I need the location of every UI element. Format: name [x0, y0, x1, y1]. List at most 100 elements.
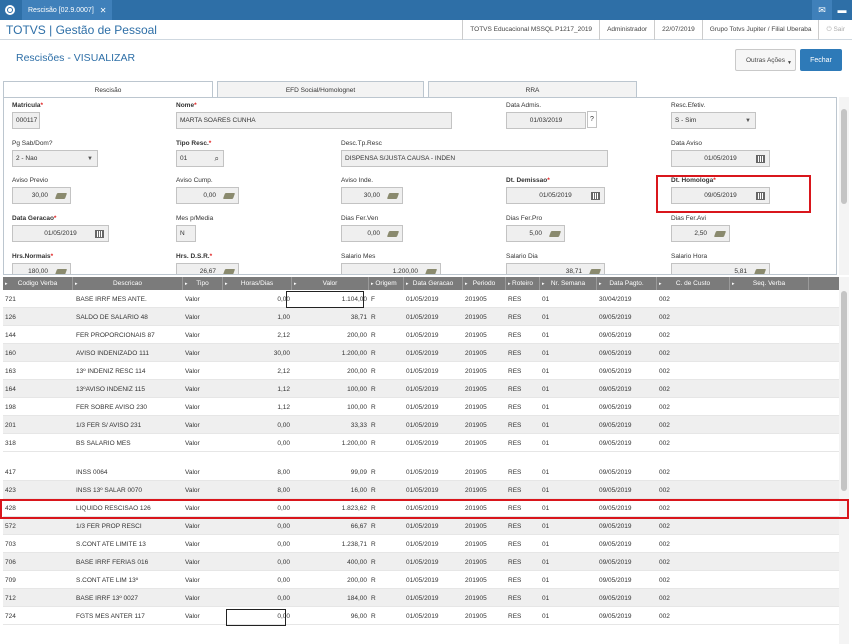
resc-efetiv-select[interactable]: S - Sim ▼: [671, 112, 756, 129]
calculator-icon[interactable]: [753, 268, 767, 274]
nome-input[interactable]: MARTA SOARES CUNHA: [176, 112, 452, 129]
calculator-icon[interactable]: [386, 230, 400, 237]
tab-efd-social[interactable]: EFD Social/Homolognet: [217, 81, 424, 98]
table-row[interactable]: 318 BS SALARIO MES Valor 0,00 1.200,00 R 01/05…: [3, 434, 839, 452]
table-row[interactable]: 160 AVISO INDENIZADO 111 Valor 30,00 1.200,0…: [3, 344, 839, 362]
totvs-logo-icon[interactable]: [0, 0, 20, 20]
calculator-icon[interactable]: [54, 192, 68, 199]
search-icon[interactable]: ⌕: [214, 153, 219, 163]
table-row[interactable]: 201 1/3 FER S/ AVISO 231 Valor 0,00 33,33 R 01…: [3, 416, 839, 434]
hrs-dsr-input[interactable]: 26,67: [176, 263, 239, 274]
salario-mes-input[interactable]: 1.200,00: [341, 263, 441, 274]
salario-dia-input[interactable]: 38,71: [506, 263, 605, 274]
close-button[interactable]: Fechar: [800, 49, 842, 71]
column-header-origem[interactable]: Origem: [369, 277, 404, 290]
table-row[interactable]: 163 13º INDENIZ RESC 114 Valor 2,12 200,00 R 0…: [3, 362, 839, 380]
table-row[interactable]: 709 S.CONT ATE LIM 13º Valor 0,00 200,00 R 01/…: [3, 571, 839, 589]
other-actions-button[interactable]: Outras Ações ▼: [735, 49, 796, 71]
calendar-icon[interactable]: [591, 191, 600, 200]
table-row[interactable]: 417 INSS 0064 Valor 8,00 99,09 R 01/05/2019 201…: [3, 463, 839, 481]
aviso-cump-input[interactable]: 0,00: [176, 187, 239, 204]
dias-fer-pro-input[interactable]: 5,00: [506, 225, 565, 242]
salario-hora-input[interactable]: 5,81: [671, 263, 770, 274]
table-row[interactable]: 712 BASE IRRF 13º 0027 Valor 0,00 184,00 R 01/…: [3, 589, 839, 607]
table-row[interactable]: 706 BASE IRRF FERIAS 016 Valor 0,00 400,00 R 0…: [3, 553, 839, 571]
data-geracao-input[interactable]: 01/05/2019: [12, 225, 109, 242]
grid-scrollbar[interactable]: [839, 277, 849, 644]
cell-tipo: Valor: [185, 486, 200, 494]
calculator-icon[interactable]: [222, 192, 236, 199]
table-row[interactable]: 144 FER PROPORCIONAIS 87 Valor 2,12 200,00 R 0…: [3, 326, 839, 344]
help-icon[interactable]: ?: [587, 111, 597, 128]
cell-tipo: Valor: [185, 295, 200, 303]
table-row[interactable]: 164 13ºAVISO INDENIZ 115 Valor 1,12 100,00 R 0…: [3, 380, 839, 398]
data-aviso-input[interactable]: 01/05/2019: [671, 150, 770, 167]
calendar-icon[interactable]: [756, 154, 765, 163]
close-tab-icon[interactable]: ✕: [99, 5, 107, 15]
column-header-semana[interactable]: Nr. Semana: [540, 277, 597, 290]
dt-homologa-input[interactable]: 09/05/2019: [671, 187, 770, 204]
form-scrollbar[interactable]: [839, 97, 849, 275]
column-header-periodo[interactable]: Periodo: [463, 277, 506, 290]
pg-sab-dom-select[interactable]: 2 - Nao ▼: [12, 150, 98, 167]
table-row[interactable]: 721 BASE IRRF MES ANTE. Valor 0,00 1.104,00 F…: [3, 290, 839, 308]
column-header-seq[interactable]: Seq. Verba: [730, 277, 809, 290]
branch-label[interactable]: Grupo Totvs Jupiter / Filial Uberaba: [701, 19, 819, 40]
page-title: Rescisões - VISUALIZAR: [16, 52, 136, 64]
column-header-descricao[interactable]: Descricao: [73, 277, 183, 290]
aviso-previo-input[interactable]: 30,00: [12, 187, 71, 204]
column-header-codigo[interactable]: Codigo Verba: [3, 277, 73, 290]
calculator-icon[interactable]: [424, 268, 438, 274]
data-admis-input[interactable]: 01/03/2019: [506, 112, 586, 129]
table-row[interactable]: 198 FER SOBRE AVISO 230 Valor 1,12 100,00 R 01…: [3, 398, 839, 416]
column-header-valor[interactable]: Valor: [292, 277, 369, 290]
calculator-icon[interactable]: [548, 230, 562, 237]
dt-demissao-input[interactable]: 01/05/2019: [506, 187, 605, 204]
user-label[interactable]: Administrador: [599, 19, 654, 40]
calendar-icon[interactable]: [95, 229, 104, 238]
table-row[interactable]: 423 INSS 13º SALAR 0070 Valor 8,00 16,00 R 01/…: [3, 481, 839, 499]
calculator-icon[interactable]: [54, 268, 68, 274]
column-header-roteiro[interactable]: Roteiro: [506, 277, 540, 290]
calculator-icon[interactable]: [713, 230, 727, 237]
table-row[interactable]: 572 1/3 FER PROP RESCI Valor 0,00 66,67 R 01/0…: [3, 517, 839, 535]
desc-tp-resc-input[interactable]: DISPENSA S/JUSTA CAUSA - INDEN: [341, 150, 608, 167]
cell-codigo: 144: [5, 331, 16, 339]
tab-rra[interactable]: RRA: [428, 81, 637, 98]
tab-rescisao[interactable]: Rescisão: [3, 81, 213, 99]
app-tab[interactable]: Rescisão [02.9.0007] ✕: [22, 0, 113, 20]
table-row[interactable]: 428 LIQUIDO RESCISAO 126 Valor 0,00 1.823,62…: [3, 499, 839, 517]
column-header-tipo[interactable]: Tipo: [183, 277, 223, 290]
selected-cell[interactable]: [226, 609, 286, 626]
form-scrollbar-thumb[interactable]: [841, 109, 847, 204]
calculator-icon[interactable]: [588, 268, 602, 274]
calculator-icon[interactable]: [222, 268, 236, 274]
selected-cell[interactable]: [286, 291, 364, 308]
table-row[interactable]: 703 S.CONT ATE LIMITE 13 Valor 0,00 1.238,71…: [3, 535, 839, 553]
aviso-inde-input[interactable]: 30,00: [341, 187, 403, 204]
mail-icon[interactable]: ✉: [812, 0, 832, 20]
dias-fer-avi-input[interactable]: 2,50: [671, 225, 730, 242]
menu-icon[interactable]: ▬: [837, 5, 847, 15]
date-label[interactable]: 22/07/2019: [654, 19, 702, 40]
column-header-custo[interactable]: C. de Custo: [657, 277, 730, 290]
cell-seq: [730, 589, 809, 607]
environment-label[interactable]: TOTVS Educacional MSSQL P1217_2019: [462, 19, 599, 40]
mes-media-input[interactable]: N: [176, 225, 196, 242]
calculator-icon[interactable]: [386, 192, 400, 199]
data-admis-help[interactable]: ?: [587, 111, 597, 128]
logout-button[interactable]: ⏻ Sair: [818, 19, 852, 40]
grid-scrollbar-thumb[interactable]: [841, 291, 847, 491]
column-header-horas[interactable]: Horas/Dias: [223, 277, 292, 290]
calendar-icon[interactable]: [756, 191, 765, 200]
table-row[interactable]: 724 FGTS MES ANTER 117 Valor 0,00 96,00 R 01/0…: [3, 607, 839, 625]
column-header-data-geracao[interactable]: Data Geracao: [404, 277, 463, 290]
tipo-resc-input[interactable]: 01 ⌕: [176, 150, 224, 167]
dias-fer-ven-input[interactable]: 0,00: [341, 225, 403, 242]
cell-codigo: 709: [5, 576, 16, 584]
table-row[interactable]: 126 SALDO DE SALARIO 48 Valor 1,00 38,71 R 01/…: [3, 308, 839, 326]
column-header-data-pagto[interactable]: Data Pagto.: [597, 277, 657, 290]
matricula-input[interactable]: 000117: [12, 112, 40, 129]
hrs-normais-input[interactable]: 180,00: [12, 263, 71, 274]
cell-codigo: 160: [5, 349, 16, 357]
